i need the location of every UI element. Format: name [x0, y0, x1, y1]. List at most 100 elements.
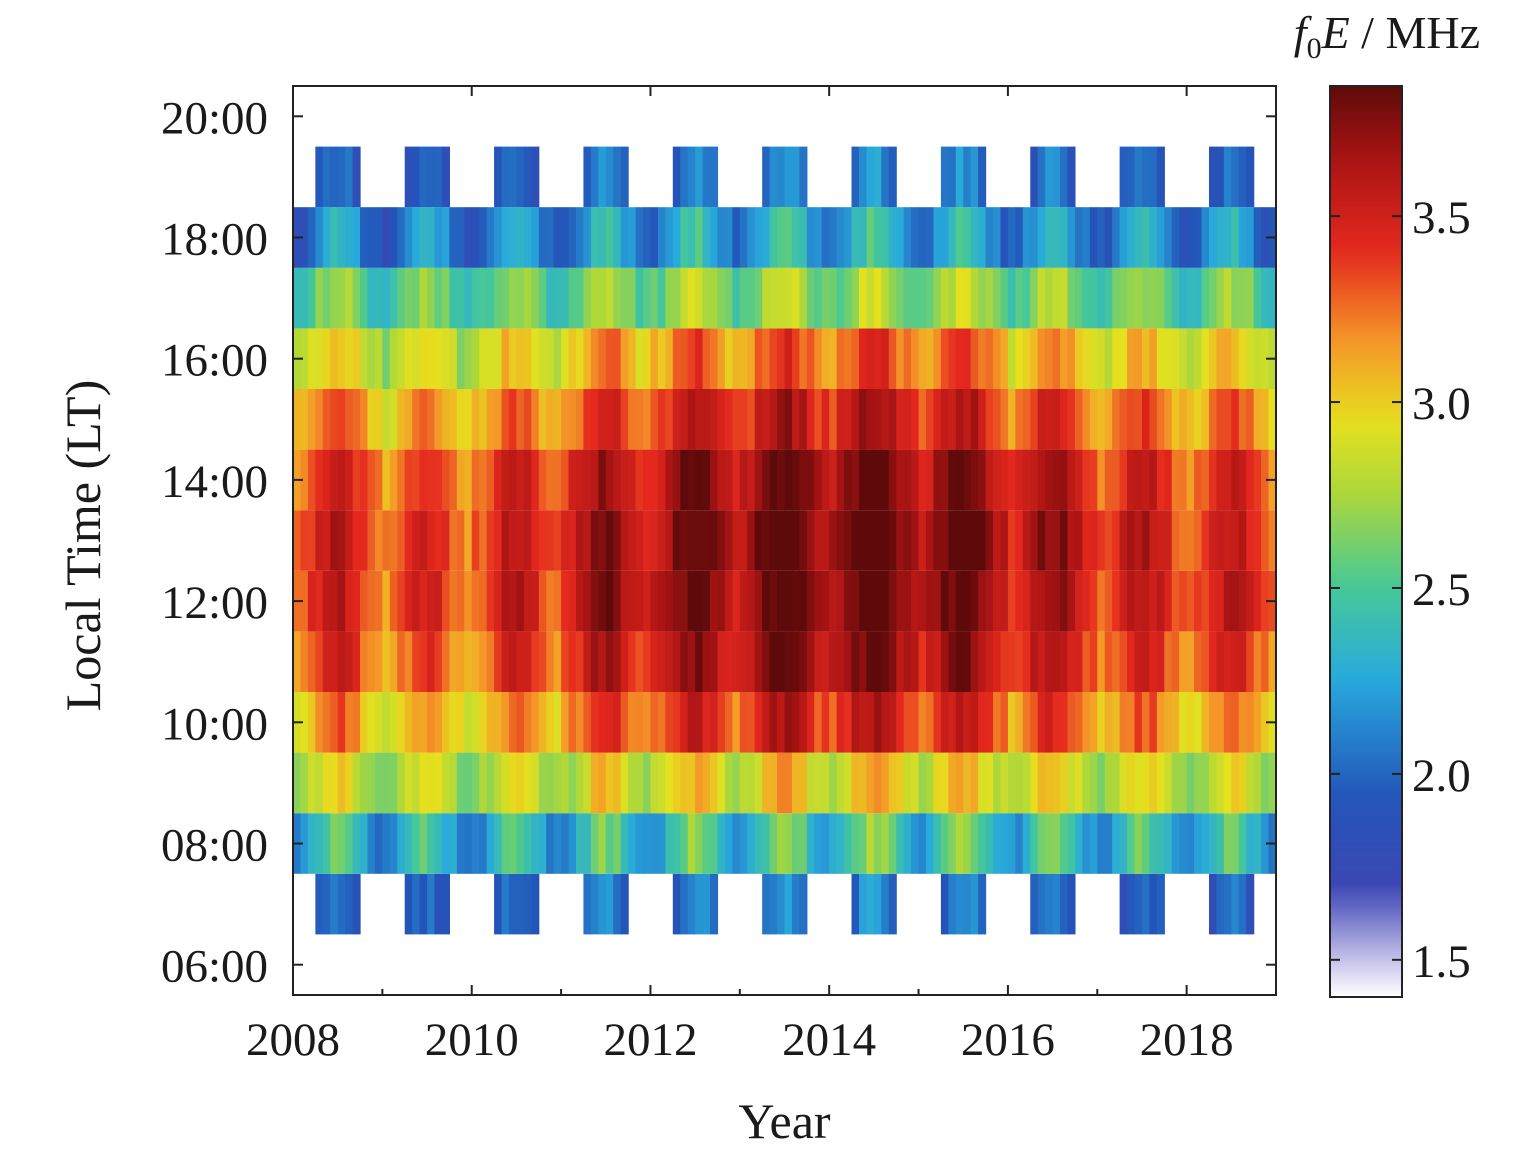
heatmap-cell [799, 389, 808, 450]
heatmap-cell [844, 752, 853, 814]
heatmap-cell [300, 267, 309, 329]
heatmap-cell [315, 389, 324, 450]
heatmap-cell [881, 389, 890, 450]
heatmap-cell [471, 328, 480, 389]
heatmap-cell [620, 267, 629, 329]
heatmap-cell [873, 631, 882, 692]
heatmap-cell [1104, 692, 1113, 753]
heatmap-cell [754, 631, 763, 692]
heatmap-cell [1119, 328, 1128, 389]
heatmap-cell [762, 510, 771, 571]
heatmap-cell [1015, 752, 1024, 814]
heatmap-cell [1208, 692, 1218, 753]
heatmap-cell [1067, 570, 1076, 632]
heatmap-cell [1074, 570, 1083, 632]
heatmap-cell [315, 449, 324, 511]
heatmap-cell [1208, 328, 1218, 389]
heatmap-cell [1082, 752, 1091, 814]
heatmap-cell [345, 813, 354, 874]
heatmap-cell [1231, 570, 1240, 632]
heatmap-cell [635, 752, 644, 814]
heatmap-cell [1119, 207, 1128, 268]
heatmap-cell [665, 510, 674, 571]
heatmap-cell [1052, 631, 1061, 692]
heatmap-cell [829, 570, 838, 632]
heatmap-cell [1127, 570, 1136, 632]
heatmap-cell [1082, 510, 1091, 571]
heatmap-cell [695, 873, 704, 935]
heatmap-cell [873, 692, 882, 753]
heatmap-cell [657, 389, 666, 450]
heatmap-cell [896, 752, 905, 814]
heatmap-cell [330, 631, 339, 692]
heatmap-cell [784, 631, 793, 692]
heatmap-cell [1179, 449, 1188, 511]
heatmap-cell [441, 510, 450, 571]
heatmap-cell [806, 389, 815, 450]
heatmap-cell [643, 328, 652, 389]
heatmap-cell [1194, 570, 1203, 632]
heatmap-cell [1216, 328, 1225, 389]
heatmap-cell [352, 631, 361, 692]
heatmap-cell [322, 873, 331, 935]
heatmap-cell [419, 207, 428, 268]
heatmap-cell [933, 207, 942, 268]
heatmap-cell [1216, 813, 1225, 874]
heatmap-cell [1253, 449, 1262, 511]
heatmap-cell [978, 389, 987, 450]
heatmap-cell [322, 328, 331, 389]
heatmap-cell [479, 328, 488, 389]
heatmap-cell [948, 267, 957, 329]
heatmap-cell [598, 752, 607, 814]
heatmap-cell [747, 510, 756, 571]
heatmap-cell [1119, 449, 1128, 511]
heatmap-cell [412, 510, 421, 571]
heatmap-cell [1208, 570, 1218, 632]
heatmap-cell [1141, 813, 1150, 874]
heatmap-cell [367, 813, 376, 874]
heatmap-cell [293, 631, 302, 692]
heatmap-cell [791, 813, 800, 874]
heatmap-cell [456, 752, 465, 814]
heatmap-cell [1015, 631, 1024, 692]
heatmap-cell [814, 631, 823, 692]
heatmap-cell [940, 328, 949, 389]
heatmap-cell [523, 752, 532, 814]
heatmap-cell [382, 267, 391, 329]
heatmap-cell [925, 510, 935, 571]
heatmap-cell [1179, 570, 1188, 632]
heatmap-cell [873, 449, 882, 511]
heatmap-cell [1164, 813, 1173, 874]
heatmap-cell [799, 328, 808, 389]
heatmap-cell [397, 570, 406, 632]
heatmap-cell [464, 813, 473, 874]
heatmap-cell [516, 328, 525, 389]
heatmap-cell [650, 631, 659, 692]
heatmap-cell [1060, 570, 1069, 632]
heatmap-cell [315, 873, 324, 935]
heatmap-cell [851, 328, 860, 389]
heatmap-cell [1067, 389, 1076, 450]
heatmap-cell [851, 813, 860, 874]
heatmap-cell [479, 752, 488, 814]
heatmap-cell [710, 631, 719, 692]
heatmap-cell [494, 692, 503, 753]
heatmap-cell [367, 752, 376, 814]
heatmap-cell [657, 631, 666, 692]
heatmap-cell [784, 752, 793, 814]
heatmap-cell [1201, 692, 1210, 753]
heatmap-cell [1030, 328, 1039, 389]
heatmap-cell [702, 752, 711, 814]
heatmap-cell [1216, 267, 1225, 329]
heatmap-cell [896, 328, 905, 389]
heatmap-cell [911, 207, 920, 268]
heatmap-cell [710, 873, 719, 935]
heatmap-cell [762, 328, 771, 389]
heatmap-cell [613, 692, 622, 753]
heatmap-cell [985, 752, 994, 814]
heatmap-cell [538, 752, 547, 814]
heatmap-cell [650, 692, 659, 753]
heatmap-cell [739, 752, 748, 814]
heatmap-cell [672, 146, 681, 208]
heatmap-cell [1216, 873, 1225, 935]
